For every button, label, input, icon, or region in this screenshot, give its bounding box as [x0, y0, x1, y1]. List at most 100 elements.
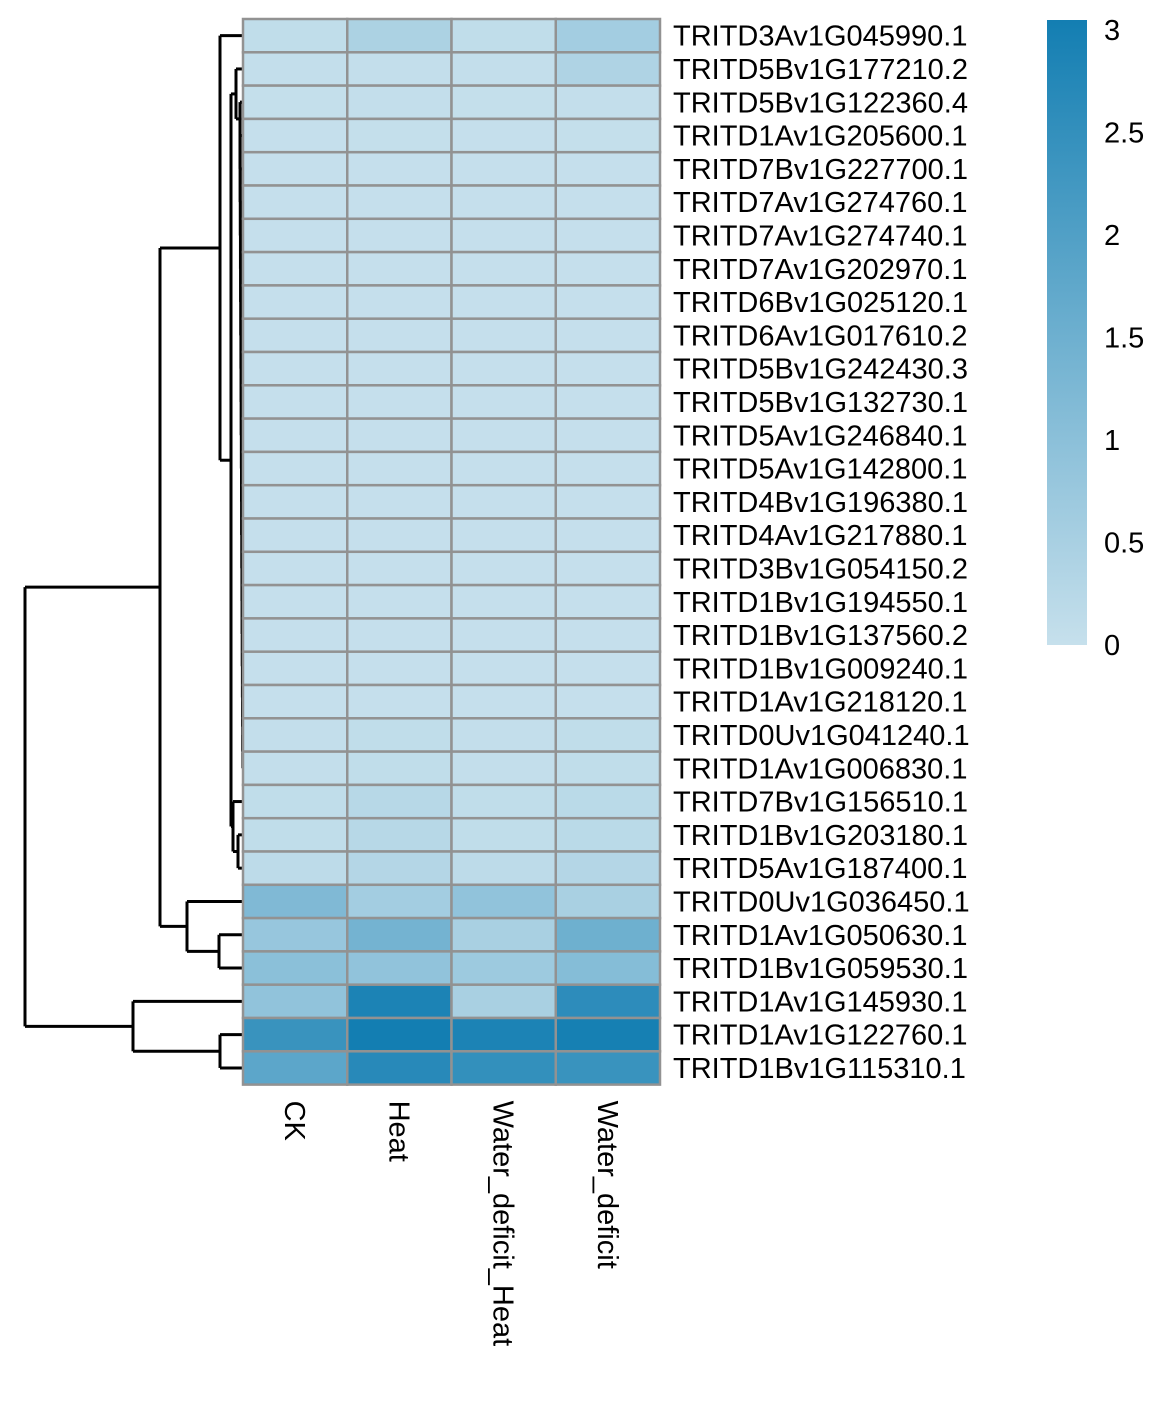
heatmap-cell: [346, 84, 453, 121]
heatmap-cell: [241, 150, 349, 187]
heatmap-cell: [241, 350, 349, 387]
heatmap-cell: [554, 517, 662, 554]
heatmap-cell: [450, 683, 557, 720]
column-label: CK: [278, 1101, 310, 1142]
heatmap-cell: [346, 51, 453, 87]
heatmap-cell: [450, 51, 557, 87]
row-label: TRITD1Av1G050630.1: [673, 920, 967, 952]
heatmap-cell: [241, 51, 349, 87]
heatmap-cell: [346, 417, 453, 454]
heatmap-cell: [554, 17, 662, 54]
colorbar-tick-label: 1: [1104, 425, 1120, 457]
heatmap-cell: [241, 1016, 349, 1053]
heatmap-cell: [450, 417, 557, 454]
heatmap-cell: [450, 284, 557, 320]
row-label: TRITD7Av1G274740.1: [673, 220, 967, 252]
column-labels: CK Heat Water_deficit_Heat Water_deficit: [278, 1101, 623, 1347]
heatmap-cell: [450, 117, 557, 154]
heatmap-cell: [554, 350, 662, 387]
heatmap-cell: [346, 483, 453, 520]
heatmap-cell: [450, 583, 557, 620]
heatmap-cell: [554, 717, 662, 753]
column-label: Heat: [382, 1101, 414, 1162]
heatmap-cell: [241, 783, 349, 820]
heatmap-cell: [241, 483, 349, 520]
heatmap-cell: [346, 117, 453, 154]
heatmap-cell: [346, 750, 453, 787]
heatmap-cell: [241, 450, 349, 487]
heatmap-cell: [346, 816, 453, 853]
heatmap-cell: [241, 717, 349, 753]
heatmap-cell: [450, 550, 557, 587]
row-label: TRITD1Bv1G203180.1: [673, 820, 968, 852]
heatmap-cell: [346, 850, 453, 887]
heatmap-cell: [241, 650, 349, 687]
heatmap-cell: [450, 717, 557, 753]
heatmap-cell: [346, 650, 453, 687]
heatmap-cell: [450, 317, 557, 354]
row-label: TRITD3Bv1G054150.2: [673, 553, 968, 585]
row-label: TRITD5Bv1G242430.3: [673, 354, 968, 386]
row-label: TRITD7Av1G202970.1: [673, 254, 967, 286]
heatmap-cell: [554, 1050, 662, 1086]
row-label: TRITD4Av1G217880.1: [673, 520, 967, 552]
heatmap-cell: [554, 617, 662, 653]
heatmap-cell: [346, 883, 453, 920]
heatmap-cell: [554, 150, 662, 187]
colorbar-tick-label: 0.5: [1104, 528, 1144, 560]
heatmap-cell: [241, 583, 349, 620]
heatmap-cell: [450, 450, 557, 487]
heatmap-cell: [346, 350, 453, 387]
heatmap-cell: [346, 783, 453, 820]
row-label: TRITD0Uv1G036450.1: [673, 886, 970, 918]
heatmap-cell: [241, 1050, 349, 1086]
heatmap-cell: [554, 650, 662, 687]
heatmap-cell: [554, 1016, 662, 1053]
row-label: TRITD1Av1G205600.1: [673, 121, 967, 153]
row-label: TRITD3Av1G045990.1: [673, 21, 967, 53]
colorbar-tick-label: 3: [1104, 15, 1120, 47]
heatmap-cell: [450, 483, 557, 520]
heatmap-cell: [241, 916, 349, 953]
colorbar: [1047, 20, 1087, 645]
row-label: TRITD4Bv1G196380.1: [673, 487, 968, 519]
heatmap-cell: [241, 317, 349, 354]
heatmap-cell: [554, 483, 662, 520]
row-labels: TRITD3Av1G045990.1TRITD5Bv1G177210.2TRIT…: [673, 21, 970, 1085]
heatmap-cell: [450, 750, 557, 787]
heatmap-cell: [241, 250, 349, 287]
heatmap-cell: [241, 683, 349, 720]
heatmap-cell: [450, 950, 557, 986]
heatmap-cell: [346, 1050, 453, 1086]
heatmap-cell: [554, 850, 662, 887]
heatmap-cell: [554, 750, 662, 787]
heatmap-cell: [554, 550, 662, 587]
heatmap-cell: [554, 250, 662, 287]
heatmap-cell: [450, 250, 557, 287]
row-label: TRITD7Bv1G227700.1: [673, 154, 968, 186]
heatmap-cell: [554, 450, 662, 487]
heatmap-cell: [554, 384, 662, 420]
heatmap-cell: [554, 950, 662, 986]
heatmap-cell: [450, 916, 557, 953]
colorbar-tick-label: 2: [1104, 220, 1120, 252]
heatmap-cell: [241, 217, 349, 254]
heatmap-cell: [554, 816, 662, 853]
heatmap-cell: [346, 150, 453, 187]
heatmap-cell: [450, 184, 557, 221]
heatmap-cell: [241, 417, 349, 454]
row-label: TRITD1Bv1G137560.2: [673, 620, 968, 652]
heatmap-cell: [450, 17, 557, 54]
heatmap-cell: [450, 816, 557, 853]
heatmap-cell: [241, 983, 349, 1020]
heatmap-cell: [241, 617, 349, 653]
heatmap-cell: [450, 983, 557, 1020]
row-label: TRITD1Av1G218120.1: [673, 687, 967, 719]
heatmap-cell: [241, 550, 349, 587]
heatmap-cell: [554, 683, 662, 720]
heatmap-cell: [554, 84, 662, 121]
heatmap-cell: [346, 184, 453, 221]
heatmap-cell: [241, 816, 349, 853]
row-dendrogram: [23, 34, 245, 1070]
heatmap-cell: [346, 717, 453, 753]
